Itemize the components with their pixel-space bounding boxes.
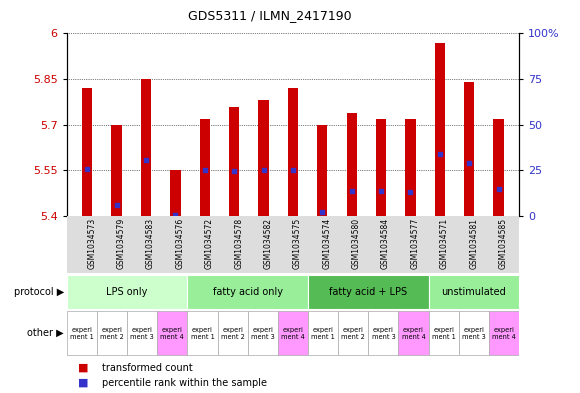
Text: GSM1034577: GSM1034577 xyxy=(411,218,419,269)
Text: ■: ■ xyxy=(78,362,89,373)
Text: GSM1034579: GSM1034579 xyxy=(117,218,126,269)
Text: GSM1034582: GSM1034582 xyxy=(263,218,273,269)
Text: experi
ment 4: experi ment 4 xyxy=(281,327,305,340)
Text: fatty acid + LPS: fatty acid + LPS xyxy=(329,287,407,297)
Bar xyxy=(494,119,503,216)
Text: experi
ment 3: experi ment 3 xyxy=(251,327,274,340)
Text: experi
ment 1: experi ment 1 xyxy=(311,327,335,340)
Bar xyxy=(346,112,357,216)
Bar xyxy=(97,311,127,355)
Text: GSM1034581: GSM1034581 xyxy=(469,218,478,269)
Text: GSM1034575: GSM1034575 xyxy=(293,218,302,269)
Bar xyxy=(157,311,187,355)
Bar xyxy=(308,275,429,309)
Bar xyxy=(200,119,210,216)
Bar xyxy=(405,119,415,216)
Text: experi
ment 1: experi ment 1 xyxy=(70,327,93,340)
Text: GSM1034572: GSM1034572 xyxy=(205,218,214,269)
Bar xyxy=(338,311,368,355)
Bar xyxy=(398,311,429,355)
Text: experi
ment 4: experi ment 4 xyxy=(160,327,184,340)
Bar xyxy=(82,88,92,216)
Text: fatty acid only: fatty acid only xyxy=(213,287,282,297)
Text: protocol ▶: protocol ▶ xyxy=(13,287,64,297)
Bar xyxy=(317,125,328,216)
Text: GSM1034580: GSM1034580 xyxy=(351,218,361,269)
Bar xyxy=(171,171,180,216)
Bar xyxy=(127,311,157,355)
Bar xyxy=(229,107,240,216)
Bar xyxy=(429,311,459,355)
Bar xyxy=(489,311,519,355)
Text: LPS only: LPS only xyxy=(106,287,148,297)
Bar xyxy=(187,311,218,355)
Text: transformed count: transformed count xyxy=(102,362,192,373)
Text: experi
ment 2: experi ment 2 xyxy=(100,327,124,340)
Bar xyxy=(248,311,278,355)
Bar xyxy=(278,311,308,355)
Text: GDS5311 / ILMN_2417190: GDS5311 / ILMN_2417190 xyxy=(188,9,351,22)
Bar xyxy=(464,82,474,216)
Text: experi
ment 3: experi ment 3 xyxy=(130,327,154,340)
Text: other ▶: other ▶ xyxy=(27,328,64,338)
Bar xyxy=(368,311,398,355)
Text: GSM1034583: GSM1034583 xyxy=(146,218,155,269)
Bar xyxy=(111,125,122,216)
Text: experi
ment 2: experi ment 2 xyxy=(220,327,245,340)
Text: percentile rank within the sample: percentile rank within the sample xyxy=(102,378,266,388)
Bar xyxy=(218,311,248,355)
Bar xyxy=(258,100,269,216)
Text: GSM1034584: GSM1034584 xyxy=(381,218,390,269)
Text: unstimulated: unstimulated xyxy=(441,287,506,297)
Text: GSM1034574: GSM1034574 xyxy=(322,218,331,269)
Text: experi
ment 1: experi ment 1 xyxy=(191,327,214,340)
Text: experi
ment 1: experi ment 1 xyxy=(432,327,455,340)
Bar xyxy=(187,275,308,309)
Bar xyxy=(141,79,151,216)
Bar xyxy=(288,88,298,216)
Text: GSM1034585: GSM1034585 xyxy=(499,218,508,269)
Text: GSM1034578: GSM1034578 xyxy=(234,218,243,269)
Text: experi
ment 4: experi ment 4 xyxy=(492,327,516,340)
Text: GSM1034573: GSM1034573 xyxy=(87,218,96,269)
Text: experi
ment 3: experi ment 3 xyxy=(462,327,485,340)
Text: GSM1034576: GSM1034576 xyxy=(175,218,184,269)
Bar xyxy=(376,119,386,216)
Text: GSM1034571: GSM1034571 xyxy=(440,218,449,269)
Bar xyxy=(308,311,338,355)
Text: experi
ment 4: experi ment 4 xyxy=(401,327,426,340)
Text: experi
ment 2: experi ment 2 xyxy=(341,327,365,340)
Text: experi
ment 3: experi ment 3 xyxy=(372,327,395,340)
Bar xyxy=(434,42,445,216)
Bar xyxy=(429,275,519,309)
Bar xyxy=(67,275,187,309)
Text: ■: ■ xyxy=(78,378,89,388)
Bar xyxy=(67,311,97,355)
Bar xyxy=(459,311,489,355)
